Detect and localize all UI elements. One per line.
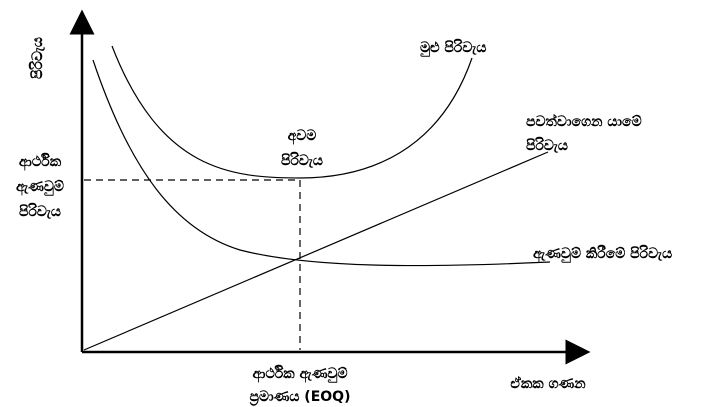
economic-cost-label-line3: පිරිවැය	[19, 203, 61, 220]
holding-cost-line	[83, 151, 549, 351]
total-cost-curve	[111, 45, 473, 179]
x-axis-label: ඒකක ගණන	[510, 375, 586, 392]
holding-cost-label-line2: පිරිවැය	[526, 137, 568, 154]
eoq-label-line2: ප්‍රමාණය (EOQ)	[249, 389, 351, 407]
economic-cost-label-line1: ආර්ථික	[19, 153, 62, 171]
total-cost-label: මුළු පිරිවැය	[420, 39, 486, 58]
minimum-cost-label-line2: පිරිවැය	[281, 152, 323, 169]
ordering-cost-curve	[92, 59, 551, 267]
ordering-cost-label: ඇණවුම් කිරීමේ පිරිවැය	[533, 245, 672, 264]
y-axis-label: පිරිවැය	[29, 37, 46, 79]
eoq-label-line1: ආර්ථික ඇණවුම්	[252, 365, 347, 384]
minimum-cost-label-line1: අවම	[288, 128, 317, 145]
holding-cost-label-line1: පවත්වාගෙන යාමේ	[526, 113, 642, 130]
economic-cost-label-line2: ඇණවුම්	[16, 178, 64, 197]
